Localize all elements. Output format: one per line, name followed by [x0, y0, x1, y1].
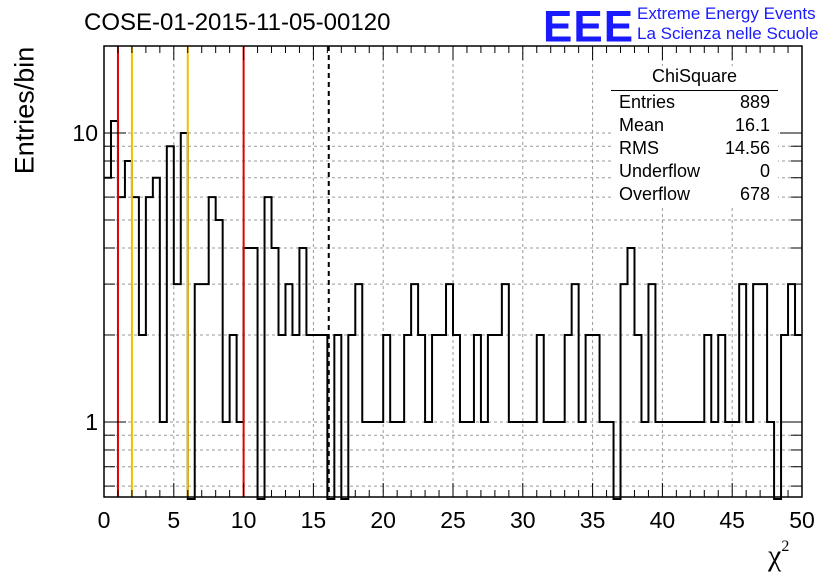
stats-title: ChiSquare [611, 66, 778, 91]
stats-box: ChiSquare Entries 889 Mean 16.1 RMS 14.56 U… [611, 66, 778, 206]
x-tick-label: 50 [789, 507, 815, 533]
stats-row-rms: RMS 14.56 [611, 137, 778, 160]
x-tick-label: 35 [580, 507, 606, 533]
x-axis-label-sup: 2 [781, 538, 790, 555]
y-tick-label: 1 [85, 409, 98, 435]
x-tick-label: 10 [231, 507, 257, 533]
x-axis-label-base: χ [768, 539, 782, 572]
x-tick-label: 5 [167, 507, 180, 533]
logo-line-2: La Scienza nelle Scuole [637, 24, 819, 43]
chart-title: COSE-01-2015-11-05-00120 [84, 9, 391, 36]
stats-value: 14.56 [724, 138, 770, 158]
stats-row-underflow: Underflow 0 [611, 160, 778, 183]
stats-label: Overflow [619, 184, 691, 204]
x-tick-label: 45 [719, 507, 745, 533]
x-tick-label: 20 [370, 507, 396, 533]
x-tick-label: 40 [650, 507, 676, 533]
stats-label: Mean [619, 115, 665, 135]
stats-label: RMS [619, 138, 659, 158]
y-axis-label: Entries/bin [9, 46, 40, 175]
stats-row-mean: Mean 16.1 [611, 114, 778, 137]
stats-row-overflow: Overflow 678 [611, 183, 778, 206]
stats-value: 889 [739, 92, 770, 112]
logo-line-1: Extreme Energy Events [637, 4, 816, 23]
stats-row-entries: Entries 889 [611, 91, 778, 114]
x-tick-label: 25 [440, 507, 466, 533]
stats-label: Underflow [619, 161, 701, 181]
x-tick-label: 15 [301, 507, 327, 533]
x-tick-label: 30 [510, 507, 536, 533]
histogram-outline [104, 120, 802, 500]
stats-value: 16.1 [734, 115, 770, 135]
eee-logo: EEE [543, 1, 635, 52]
stats-label: Entries [619, 92, 676, 112]
y-tick-label: 10 [72, 120, 98, 146]
x-tick-label: 0 [98, 507, 111, 533]
stats-value: 678 [739, 184, 770, 204]
x-axis-label: χ2 [768, 538, 789, 573]
stats-value: 0 [759, 161, 770, 181]
